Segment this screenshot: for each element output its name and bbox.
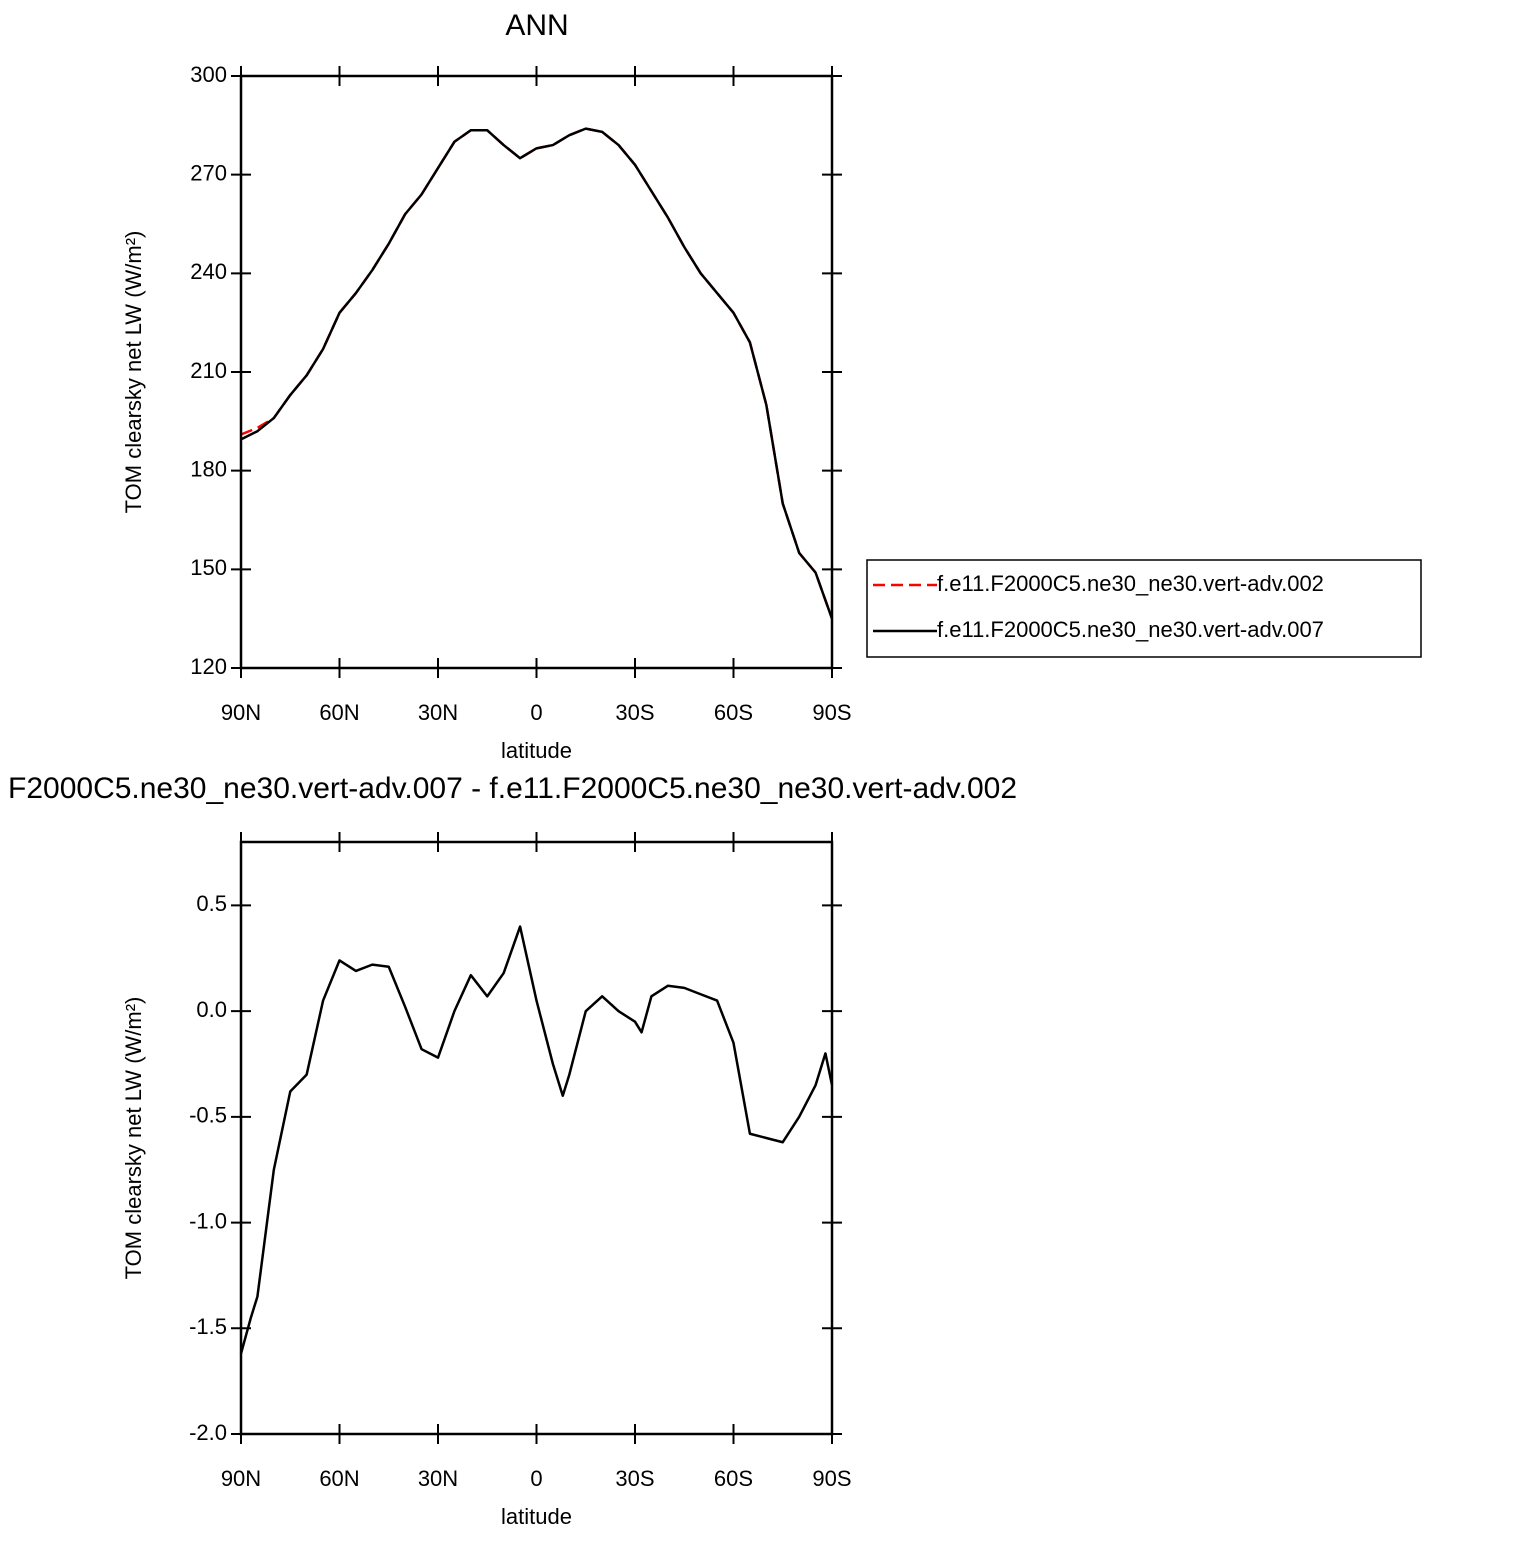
y-tick-label: -0.5 (189, 1103, 227, 1128)
data-line (240, 127, 834, 620)
y-tick-label: 0.0 (196, 997, 227, 1022)
chart-title: F2000C5.ne30_ne30.vert-adv.007 - f.e11.F… (8, 772, 1017, 805)
x-tick-label: 0 (530, 700, 542, 725)
chart-title: ANN (505, 9, 568, 42)
x-tick-label: 60N (319, 700, 359, 725)
y-axis-label: TOM clearsky net LW (W/m²) (121, 231, 146, 514)
plot-frame (239, 840, 834, 1436)
x-axis-label: latitude (501, 738, 572, 763)
y-axis-label: TOM clearsky net LW (W/m²) (121, 997, 146, 1280)
x-axis-label: latitude (501, 1504, 572, 1529)
x-tick-label: 0 (530, 1466, 542, 1491)
x-tick-label: 30N (418, 1466, 458, 1491)
y-tick-label: 270 (190, 160, 227, 185)
data-line (239, 925, 834, 1354)
x-tick-label: 60S (714, 1466, 753, 1491)
y-tick-label: -1.0 (189, 1208, 227, 1233)
y-tick-label: 120 (190, 654, 227, 679)
y-tick-label: 150 (190, 555, 227, 580)
x-tick-label: 90N (221, 700, 261, 725)
y-tick-label: 210 (190, 358, 227, 383)
y-tick-label: 0.5 (196, 891, 227, 916)
x-tick-label: 30S (615, 700, 654, 725)
plot-frame (239, 74, 834, 670)
x-tick-label: 60S (714, 700, 753, 725)
x-tick-label: 60N (319, 1466, 359, 1491)
y-tick-label: 180 (190, 456, 227, 481)
y-tick-label: -1.5 (189, 1314, 227, 1339)
x-tick-label: 30N (418, 700, 458, 725)
x-tick-label: 30S (615, 1466, 654, 1491)
y-tick-label: 300 (190, 62, 227, 87)
legend-label: f.e11.F2000C5.ne30_ne30.vert-adv.002 (937, 571, 1324, 596)
y-tick-label: -2.0 (189, 1420, 227, 1445)
data-line (240, 127, 834, 620)
x-tick-label: 90N (221, 1466, 261, 1491)
y-tick-label: 240 (190, 259, 227, 284)
x-tick-label: 90S (812, 1466, 851, 1491)
legend-label: f.e11.F2000C5.ne30_ne30.vert-adv.007 (937, 617, 1324, 642)
x-tick-label: 90S (812, 700, 851, 725)
legend-box (866, 559, 1422, 658)
